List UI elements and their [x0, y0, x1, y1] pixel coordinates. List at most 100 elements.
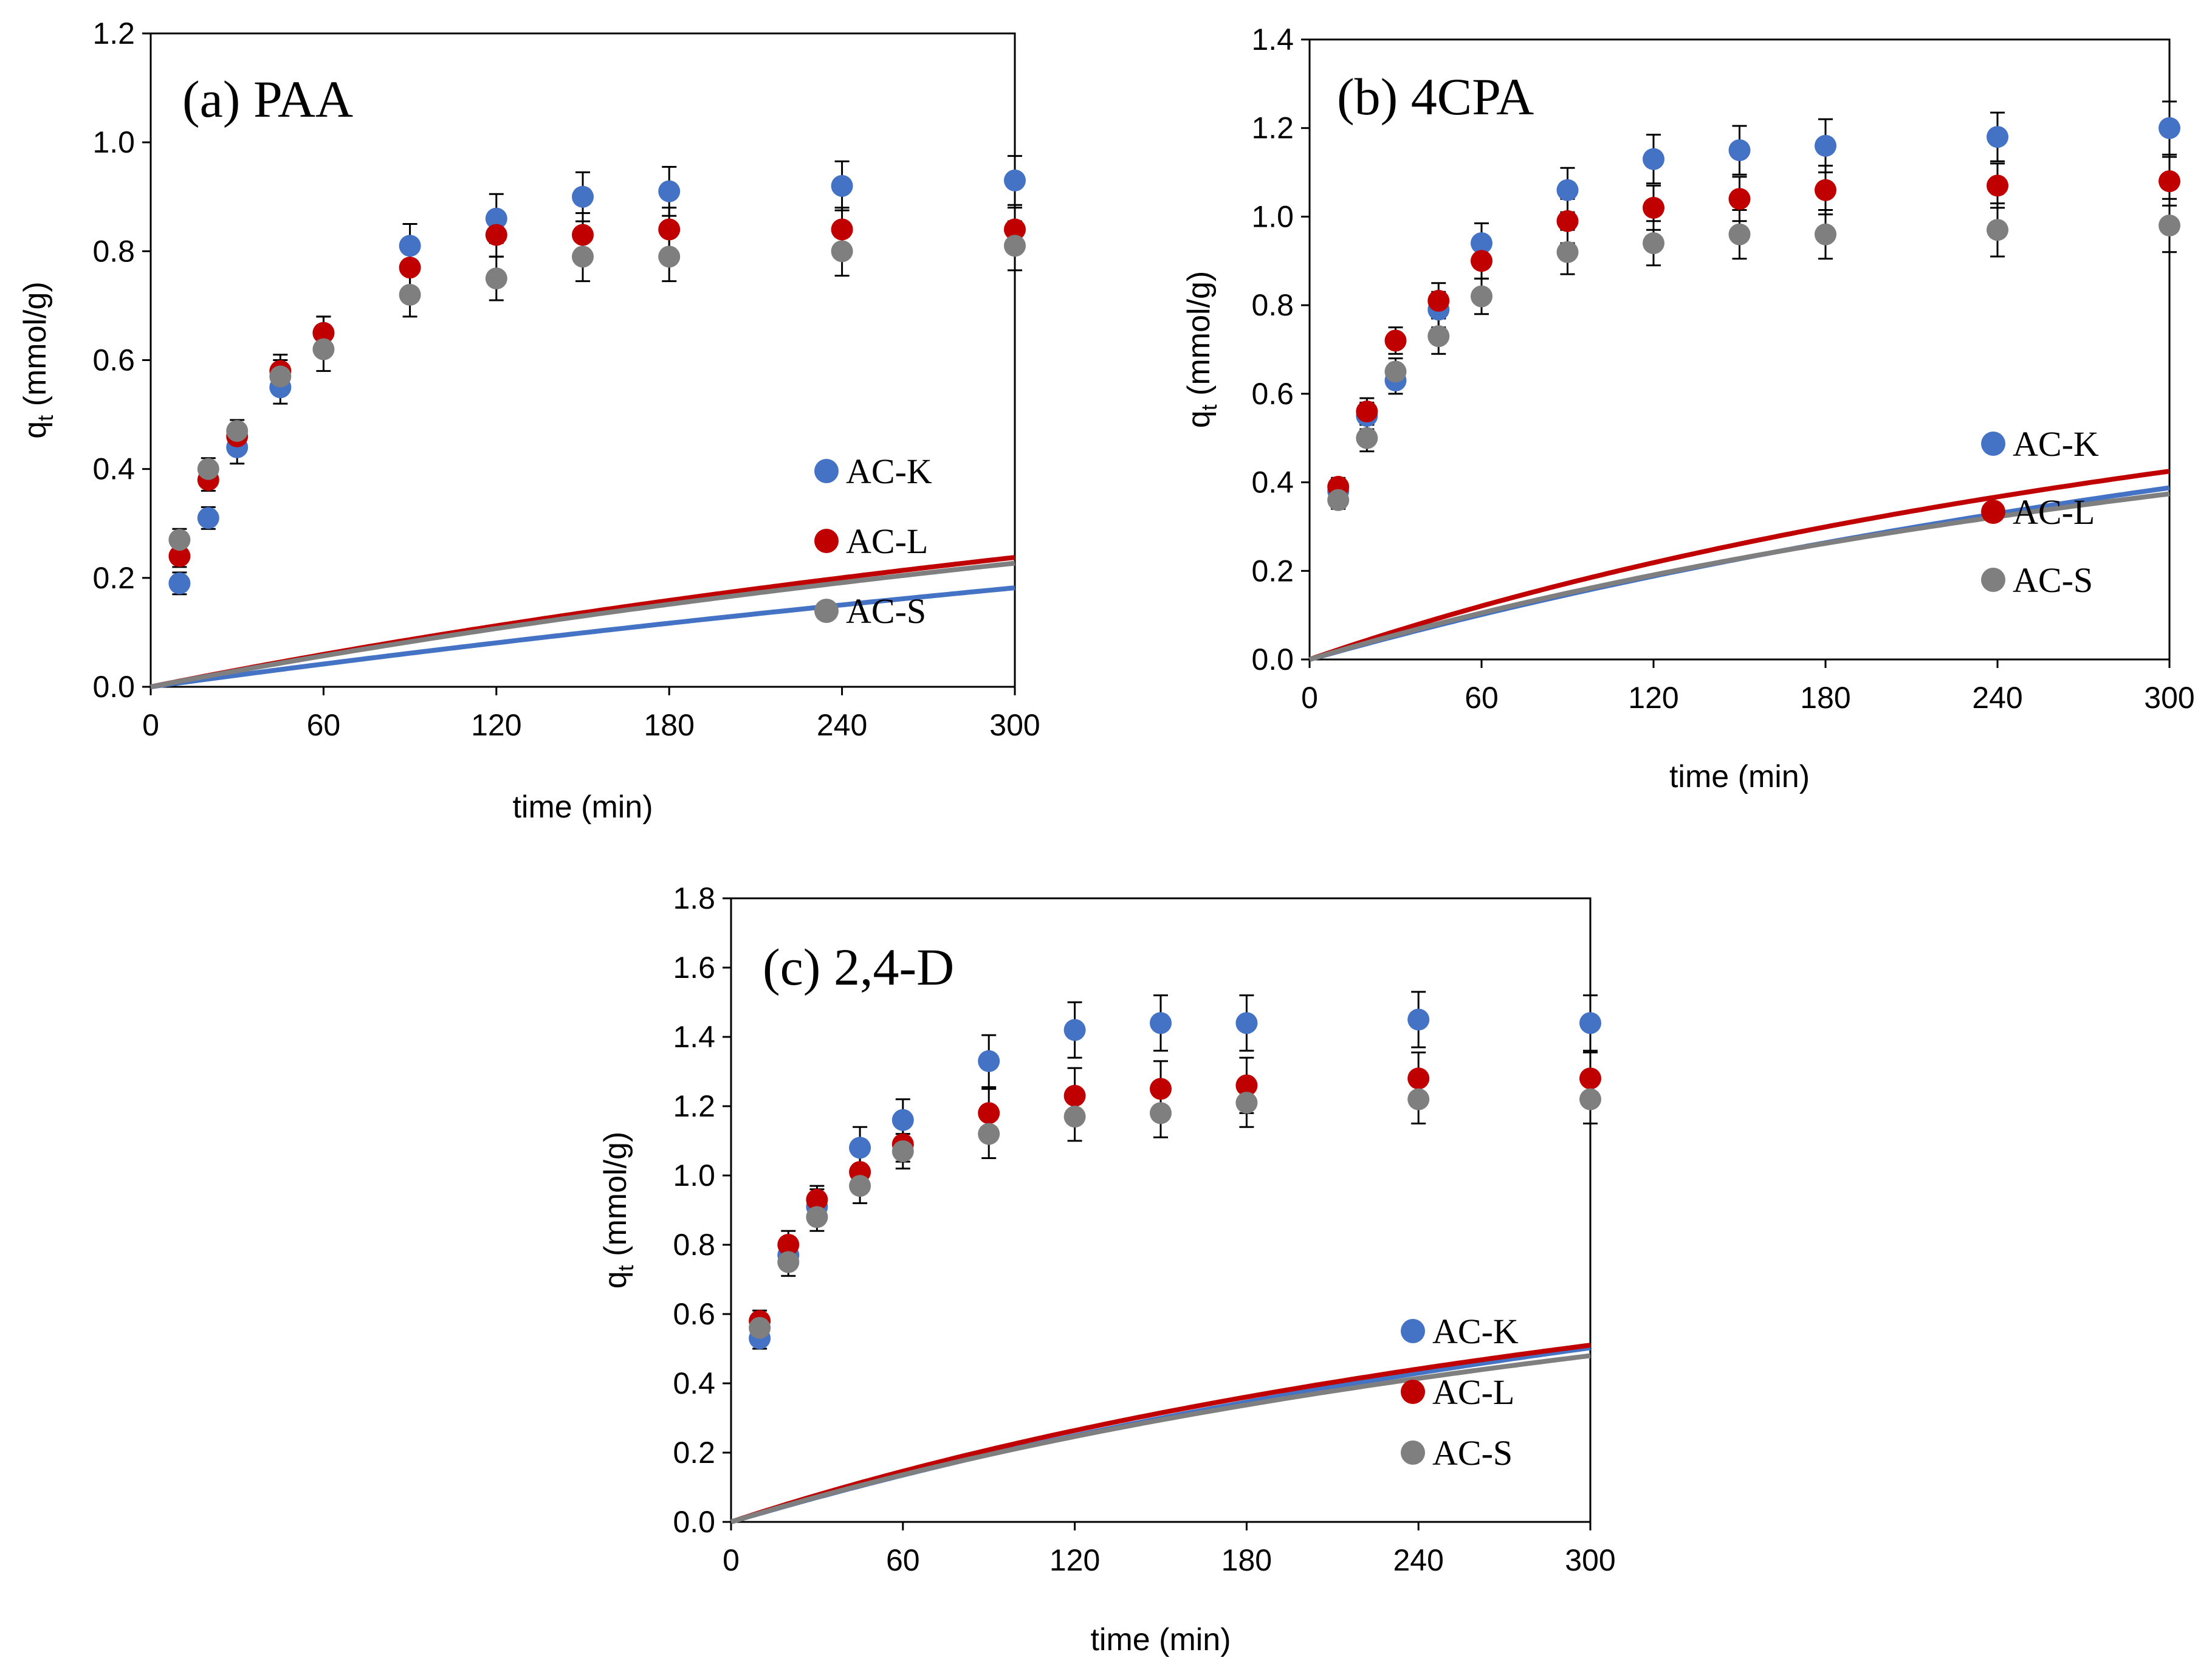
data-point-ac-k [1643, 148, 1664, 170]
data-point-ac-l [806, 1188, 828, 1211]
data-point-ac-l [1643, 196, 1664, 219]
x-tick-label: 240 [1393, 1543, 1443, 1577]
plot-frame [1308, 38, 2171, 661]
legend-marker-ac-s [1401, 1440, 1425, 1465]
chart-panel-3: 0.0 0.2 0.4 0.6 0.8 1.0 1.2 1.4 1.6 1.8 0 60 120 180 2… [598, 881, 1616, 1657]
x-tick-label: 300 [2144, 681, 2194, 715]
data-point-ac-s [1427, 325, 1450, 348]
y-tick-label: 0.6 [673, 1297, 715, 1331]
data-point-ac-s [806, 1206, 828, 1228]
data-point-ac-s [1987, 219, 2008, 241]
x-tick-label: 180 [1800, 681, 1850, 715]
y-tick-label: 1.0 [673, 1158, 715, 1192]
data-point-ac-s [749, 1316, 771, 1339]
y-tick-label: 1.0 [1251, 199, 1294, 233]
y-tick-label: 0.0 [673, 1505, 715, 1539]
y-tick-label: 1.4 [673, 1020, 715, 1054]
data-point-ac-l [572, 224, 594, 246]
panel-title: (b) 4CPA [1337, 67, 1534, 126]
data-point-ac-k [1815, 134, 1836, 157]
x-tick-label: 240 [1972, 681, 2022, 715]
data-point-ac-k [2159, 117, 2180, 139]
data-point-ac-s [1063, 1106, 1086, 1128]
fit-curve-ac-s [150, 560, 1015, 689]
fit-curve-ac-l [730, 1343, 1591, 1524]
y-tick-label: 0.8 [673, 1228, 715, 1262]
data-point-ac-s [978, 1123, 1000, 1145]
data-point-ac-l [1427, 289, 1450, 312]
legend-marker-ac-k [814, 459, 839, 483]
plot-frame [730, 897, 1592, 1523]
data-point-ac-k [1063, 1019, 1086, 1041]
y-axis-label: qt (mmol/g) [18, 281, 58, 439]
data-point-ac-l [1556, 210, 1579, 232]
legend: AC-K AC-L AC-S [1401, 1312, 1519, 1473]
y-tick-label: 0.2 [92, 561, 135, 595]
y-tick-label: 0.8 [1251, 288, 1294, 322]
data-point-ac-k [197, 507, 219, 529]
data-point-ac-s [168, 529, 191, 551]
data-point-ac-l [1235, 1074, 1258, 1096]
fit-curve-ac-s [730, 1353, 1591, 1524]
y-tick-label: 0.4 [1251, 466, 1294, 500]
data-point-ac-l [312, 322, 335, 344]
legend-marker-ac-l [814, 529, 839, 553]
legend: AC-K AC-L AC-S [1981, 424, 2099, 600]
data-point-ac-l [1471, 250, 1492, 272]
data-point-ac-s [1579, 1088, 1601, 1110]
x-tick-label: 0 [723, 1543, 740, 1577]
legend-label-ac-l: AC-L [1432, 1372, 1514, 1412]
data-point-ac-l [1815, 179, 1836, 201]
data-point-ac-k [1150, 1012, 1172, 1034]
data-point-ac-l [1004, 218, 1026, 241]
data-point-ac-k [1579, 1012, 1601, 1034]
y-tick-label: 0.8 [92, 234, 135, 268]
x-axis-label: time (min) [1090, 1622, 1231, 1657]
panel-title: (a) PAA [182, 70, 353, 128]
data-point-ac-k [978, 1050, 1000, 1072]
x-tick-label: 120 [471, 708, 521, 742]
legend-label-ac-s: AC-S [846, 591, 926, 631]
data-point-ac-s [777, 1251, 800, 1273]
data-point-ac-l [1150, 1078, 1172, 1100]
y-tick-label: 0.2 [1251, 554, 1294, 588]
data-point-ac-k [399, 235, 421, 257]
y-tick-label: 0.4 [673, 1366, 715, 1400]
legend-label-ac-l: AC-L [2013, 492, 2095, 532]
x-axis-label: time (min) [1669, 759, 1810, 794]
data-point-ac-s [849, 1175, 871, 1197]
y-tick-label: 1.2 [92, 16, 135, 50]
data-point-ac-s [1471, 285, 1492, 308]
y-tick-label: 0.0 [92, 670, 135, 704]
data-point-ac-s [1327, 489, 1350, 511]
data-point-ac-l [1407, 1067, 1430, 1090]
fit-curve-ac-k [150, 585, 1015, 689]
chart-panel-2: 0.0 0.2 0.4 0.6 0.8 1.0 1.2 1.4 0 60 120 180 240 300 t… [1181, 22, 2195, 794]
data-point-ac-s [1004, 235, 1026, 257]
data-point-ac-k [168, 572, 191, 594]
data-point-ac-k [485, 207, 507, 230]
legend-label-ac-s: AC-S [2013, 560, 2093, 600]
fit-curve-ac-s [1308, 491, 2170, 662]
y-tick-label: 1.2 [1251, 111, 1294, 145]
data-point-ac-l [658, 218, 681, 241]
data-point-ac-s [1728, 223, 1751, 246]
data-point-ac-s [226, 419, 249, 442]
data-point-ac-s [1356, 427, 1378, 449]
legend-marker-ac-s [814, 599, 839, 623]
legend-label-ac-l: AC-L [846, 521, 928, 561]
fit-curve-ac-l [1308, 469, 2170, 662]
legend-marker-ac-l [1981, 500, 2005, 524]
data-point-ac-k [849, 1137, 871, 1159]
data-point-ac-s [831, 240, 853, 263]
y-tick-label: 1.8 [673, 881, 715, 915]
data-point-ac-s [658, 246, 681, 268]
data-point-ac-l [777, 1234, 800, 1256]
legend-label-ac-k: AC-K [2013, 424, 2099, 464]
y-tick-label: 0.0 [1251, 642, 1294, 676]
x-tick-label: 180 [644, 708, 694, 742]
data-point-ac-k [1004, 169, 1026, 191]
y-tick-label: 0.4 [92, 452, 135, 486]
data-point-ac-l [1579, 1067, 1601, 1090]
